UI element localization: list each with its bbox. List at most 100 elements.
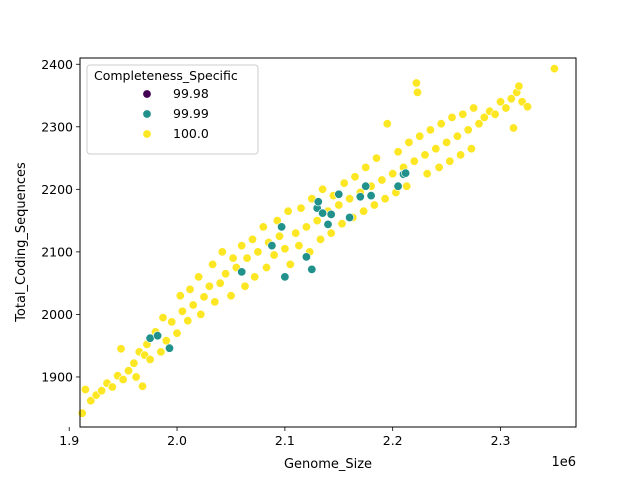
data-point — [138, 381, 148, 391]
data-point — [469, 103, 479, 113]
data-point — [129, 358, 139, 368]
data-point — [199, 292, 209, 302]
data-point — [313, 197, 323, 207]
x-axis-scale-label: 1e6 — [551, 455, 576, 470]
data-point — [261, 262, 271, 272]
x-tick-label: 2.1 — [275, 433, 295, 448]
data-point — [514, 81, 524, 91]
data-point — [301, 222, 311, 232]
data-point — [388, 169, 398, 179]
data-point — [431, 144, 441, 154]
data-point — [301, 252, 311, 262]
data-point — [177, 306, 187, 316]
data-point — [158, 313, 168, 323]
x-tick-label: 1.9 — [59, 433, 79, 448]
axes-frame — [79, 57, 577, 428]
data-point — [204, 281, 214, 291]
data-point — [250, 272, 260, 282]
data-point — [522, 102, 532, 112]
data-point — [285, 259, 295, 269]
data-point — [508, 123, 518, 133]
x-tick-label: 2.0 — [167, 433, 187, 448]
data-point — [237, 267, 247, 277]
data-point — [326, 228, 336, 238]
data-point — [131, 372, 141, 382]
data-point — [185, 284, 195, 294]
data-point — [445, 156, 455, 166]
data-point — [107, 382, 117, 392]
legend: Completeness_Specific 99.98 99.99 100.0 — [86, 64, 259, 155]
data-point — [456, 150, 466, 160]
data-point — [436, 119, 446, 129]
data-point — [215, 278, 225, 288]
y-tick-label: 1900 — [41, 369, 73, 384]
data-point — [228, 253, 238, 263]
data-point — [116, 344, 126, 354]
data-point — [210, 297, 220, 307]
x-axis: 1.9 2.0 2.1 2.2 2.3 — [59, 427, 510, 448]
y-tick-label: 2400 — [41, 57, 73, 72]
legend-marker — [142, 89, 152, 99]
data-point — [339, 178, 349, 188]
legend-items: 99.98 99.99 100.0 — [142, 86, 209, 141]
data-point — [86, 396, 96, 406]
data-point — [318, 208, 328, 218]
data-point — [350, 172, 360, 182]
data-point — [208, 259, 218, 269]
data-point — [161, 336, 171, 346]
data-point — [196, 309, 206, 319]
points-layer — [77, 64, 559, 418]
data-point — [412, 87, 422, 97]
data-point — [420, 150, 430, 160]
x-axis-label: Genome_Size — [284, 457, 372, 472]
data-point — [369, 200, 379, 210]
data-point — [411, 78, 421, 88]
legend-label: 100.0 — [173, 126, 209, 141]
data-point — [280, 244, 290, 254]
legend-box — [86, 64, 259, 155]
data-point — [345, 194, 355, 204]
data-point — [474, 119, 484, 129]
data-point — [355, 192, 365, 202]
data-point — [345, 213, 355, 223]
data-point — [307, 264, 317, 274]
data-point — [490, 109, 500, 119]
data-point — [366, 191, 376, 201]
data-point — [442, 137, 452, 147]
data-point — [188, 300, 198, 310]
legend-title: Completeness_Specific — [94, 68, 238, 83]
data-point — [217, 247, 227, 257]
data-point — [359, 206, 369, 216]
data-point — [404, 137, 414, 147]
legend-label: 99.98 — [173, 86, 209, 101]
data-point — [401, 168, 411, 178]
data-point — [153, 331, 163, 341]
data-point — [277, 222, 287, 232]
data-point — [145, 333, 155, 343]
data-point — [294, 241, 304, 251]
data-point — [479, 112, 489, 122]
data-point — [226, 291, 236, 301]
data-point — [458, 109, 468, 119]
data-point — [415, 131, 425, 141]
data-point — [495, 97, 505, 107]
data-point — [393, 181, 403, 191]
data-point — [175, 291, 185, 301]
data-point — [393, 147, 403, 157]
data-point — [371, 153, 381, 163]
data-point — [409, 156, 419, 166]
legend-marker — [142, 109, 152, 119]
data-point — [283, 206, 293, 216]
data-point — [118, 374, 128, 384]
data-point — [156, 347, 166, 357]
data-point — [334, 189, 344, 199]
data-point — [315, 234, 325, 244]
data-point — [296, 203, 306, 213]
data-point — [80, 384, 90, 394]
y-tick-label: 2100 — [41, 244, 73, 259]
x-tick-label: 2.3 — [491, 433, 511, 448]
data-point — [323, 219, 333, 229]
data-point — [167, 317, 177, 327]
data-point — [402, 181, 412, 191]
data-point — [269, 250, 279, 260]
